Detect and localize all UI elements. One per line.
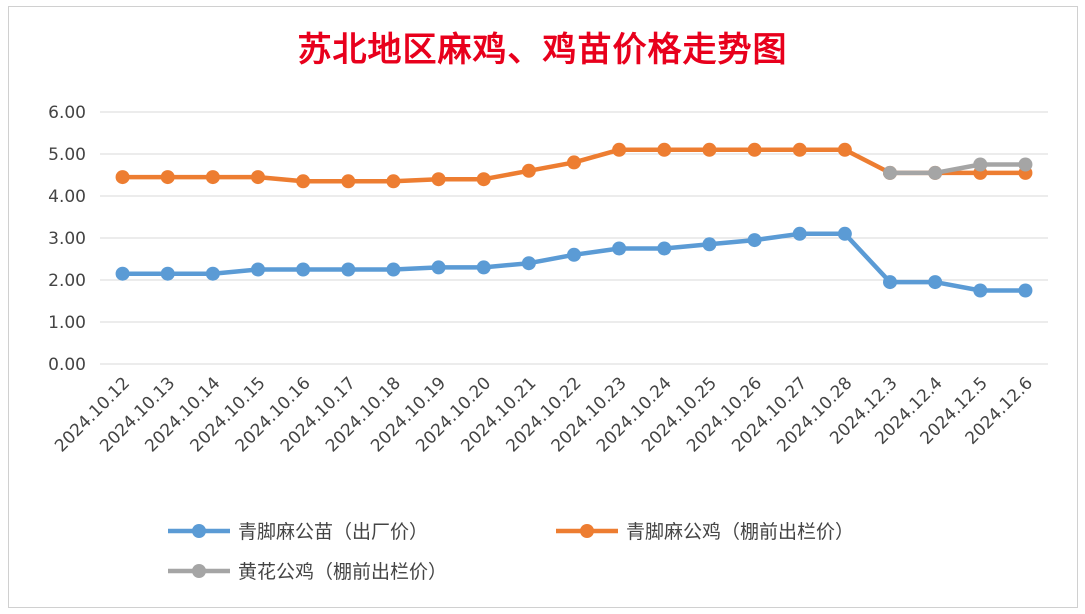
- series-1: [115, 226, 1033, 298]
- chart-title: 苏北地区麻鸡、鸡苗价格走势图: [297, 30, 788, 70]
- data-point: [1018, 283, 1033, 298]
- data-point: [747, 142, 762, 157]
- data-point: [476, 172, 491, 187]
- data-point: [837, 142, 852, 157]
- data-point: [792, 226, 807, 241]
- legend-label: 黄花公鸡（棚前出栏价）: [238, 561, 447, 583]
- data-point: [431, 172, 446, 187]
- y-tick-label: 3.00: [48, 229, 86, 249]
- data-point: [521, 256, 536, 271]
- y-tick-label: 4.00: [48, 187, 86, 207]
- data-point: [251, 262, 265, 277]
- legend-label: 青脚麻公苗（出厂价）: [238, 521, 428, 543]
- data-point: [386, 262, 401, 277]
- data-point: [205, 266, 220, 281]
- legend-swatch-marker: [192, 564, 206, 578]
- data-point: [160, 266, 175, 281]
- data-point: [296, 174, 311, 189]
- data-point: [251, 170, 265, 185]
- series-3: [883, 157, 1033, 180]
- data-point: [792, 142, 807, 157]
- data-point: [1018, 157, 1033, 172]
- data-point: [115, 170, 130, 185]
- data-point: [612, 142, 627, 157]
- data-point: [883, 275, 897, 290]
- data-point: [341, 262, 356, 277]
- data-point: [205, 170, 220, 185]
- y-tick-label: 0.00: [48, 355, 86, 375]
- data-point: [386, 174, 401, 189]
- data-point: [837, 226, 852, 241]
- data-point: [115, 266, 130, 281]
- data-point: [973, 283, 988, 298]
- data-point: [476, 260, 491, 275]
- series-2: [115, 142, 1033, 189]
- y-tick-label: 1.00: [48, 313, 86, 333]
- data-point: [160, 170, 175, 185]
- legend-swatch-marker: [580, 524, 594, 538]
- data-point: [928, 275, 943, 290]
- data-point: [612, 241, 627, 256]
- data-point: [702, 142, 717, 157]
- y-tick-label: 5.00: [48, 145, 86, 165]
- data-point: [702, 237, 717, 252]
- data-point: [657, 241, 672, 256]
- data-point: [883, 165, 897, 180]
- data-point: [567, 247, 581, 262]
- data-point: [521, 163, 536, 178]
- data-point: [341, 174, 356, 189]
- data-point: [431, 260, 446, 275]
- data-point: [296, 262, 311, 277]
- data-point: [747, 233, 762, 248]
- legend-swatch-marker: [192, 524, 206, 538]
- y-tick-label: 2.00: [48, 271, 86, 291]
- series-line: [890, 162, 1026, 176]
- y-tick-label: 6.00: [48, 103, 86, 123]
- data-point: [973, 157, 988, 172]
- data-point: [928, 165, 943, 180]
- legend-label: 青脚麻公鸡（棚前出栏价）: [626, 521, 854, 543]
- data-point: [567, 155, 581, 170]
- chart-frame: [8, 6, 1078, 608]
- data-point: [657, 142, 672, 157]
